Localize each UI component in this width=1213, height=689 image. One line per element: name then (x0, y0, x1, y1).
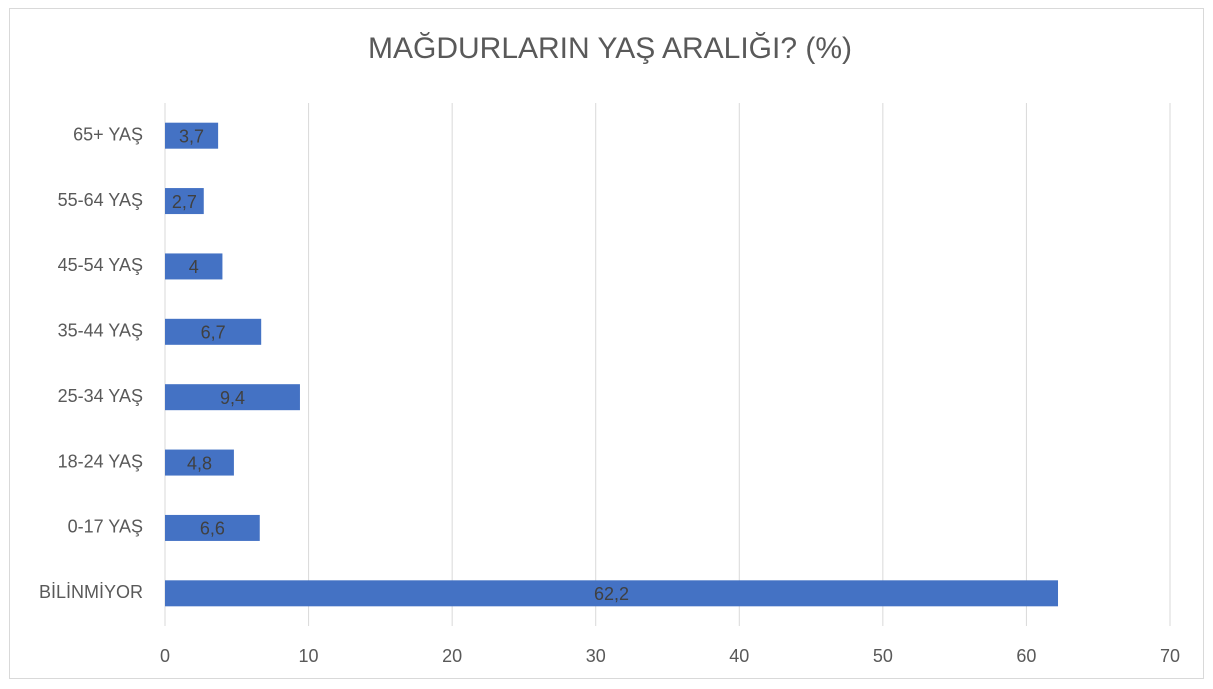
bar (165, 122, 219, 149)
x-tick-label: 50 (873, 646, 893, 666)
value-label: 2,7 (172, 192, 197, 212)
x-tick-label: 60 (1016, 646, 1036, 666)
y-tick-label: BİLİNMİYOR (39, 582, 143, 602)
value-label: 6,7 (201, 323, 226, 343)
bar (165, 514, 260, 541)
bar (165, 188, 204, 215)
x-tick-label: 10 (299, 646, 319, 666)
value-label: 9,4 (220, 388, 245, 408)
bar (165, 318, 262, 345)
y-tick-label: 0-17 YAŞ (68, 517, 143, 537)
x-tick-label: 70 (1160, 646, 1180, 666)
chart-title: MAĞDURLARIN YAŞ ARALIĞI? (%) (368, 32, 852, 65)
y-tick-label: 35-44 YAŞ (58, 321, 143, 341)
bar (165, 253, 223, 280)
x-tick-label: 0 (160, 646, 170, 666)
y-tick-label: 55-64 YAŞ (58, 190, 143, 210)
value-label: 4 (189, 257, 199, 277)
y-tick-label: 18-24 YAŞ (58, 451, 143, 471)
bar (165, 449, 234, 476)
value-label: 62,2 (594, 584, 629, 604)
value-label: 6,6 (200, 519, 225, 539)
y-tick-label: 65+ YAŞ (73, 124, 143, 144)
value-label: 3,7 (179, 126, 204, 146)
bar (165, 580, 1059, 607)
bar (165, 384, 300, 411)
x-tick-label: 30 (586, 646, 606, 666)
y-tick-label: 25-34 YAŞ (58, 386, 143, 406)
value-label: 4,8 (187, 453, 212, 473)
x-tick-label: 40 (729, 646, 749, 666)
x-tick-label: 20 (442, 646, 462, 666)
y-tick-label: 45-54 YAŞ (58, 255, 143, 275)
